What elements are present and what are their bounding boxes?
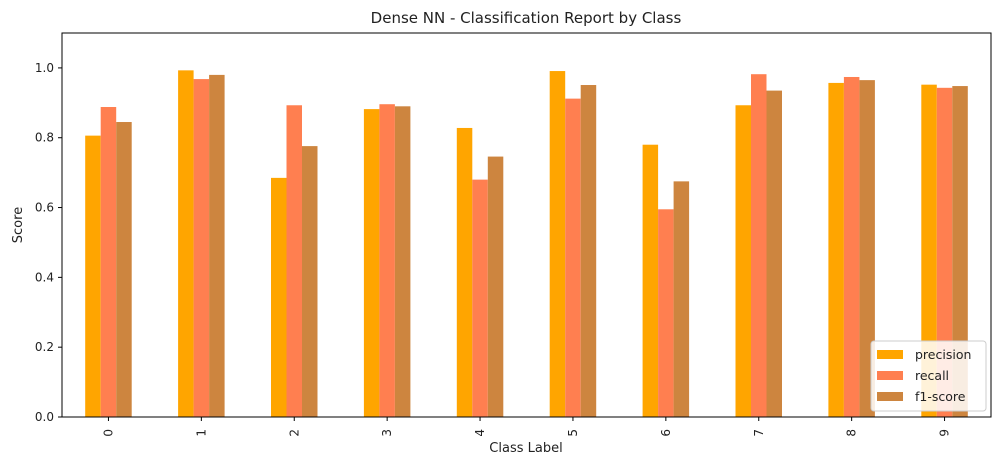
- x-tick-label: 5: [566, 429, 580, 437]
- legend-label-precision: precision: [915, 347, 971, 362]
- legend-swatch-recall: [877, 371, 903, 380]
- bar-precision-class-7: [735, 105, 751, 418]
- y-axis: 0.0 0.2 0.4 0.6 0.8 1.0: [35, 61, 62, 424]
- bar-recall-class-9: [936, 87, 953, 417]
- bar-f1-score-class-3: [394, 106, 411, 418]
- bar-f1-score-class-5: [580, 85, 597, 418]
- chart-title: Dense NN - Classification Report by Clas…: [371, 9, 682, 27]
- y-tick-label: 0.6: [35, 201, 54, 215]
- x-tick-label: 6: [659, 429, 673, 437]
- plot-frame: [61, 32, 992, 418]
- legend-label-f1-score: f1-score: [915, 389, 966, 404]
- bar-recall-class-5: [565, 98, 581, 417]
- bar-recall-class-1: [193, 79, 210, 417]
- x-tick-label: 4: [473, 429, 487, 437]
- bar-precision-class-1: [178, 70, 194, 418]
- y-tick-label: 0.0: [35, 410, 54, 424]
- x-tick-label: 8: [845, 429, 859, 437]
- bar-precision-class-3: [363, 109, 380, 418]
- bar-recall-class-6: [658, 209, 674, 417]
- bar-f1-score-class-1: [209, 74, 225, 418]
- bar-recall-class-4: [472, 179, 488, 417]
- x-tick-label: 7: [752, 429, 766, 437]
- bar-recall-class-7: [751, 74, 767, 418]
- bar-precision-class-9: [921, 84, 937, 417]
- bar-f1-score-class-7: [766, 90, 782, 417]
- y-tick-label: 1.0: [35, 61, 54, 75]
- legend-label-recall: recall: [915, 368, 949, 383]
- bar-f1-score-class-2: [302, 146, 318, 417]
- x-axis: 0 1 2 3 4 5 6 7 8 9: [101, 417, 952, 437]
- x-tick-label: 2: [287, 429, 301, 437]
- bar-recall-class-8: [843, 76, 860, 418]
- bar-precision-class-4: [456, 127, 473, 417]
- x-tick-label: 9: [938, 429, 952, 437]
- bar-recall-class-0: [100, 107, 117, 418]
- legend-swatch-precision: [877, 350, 903, 359]
- bars-group: [85, 70, 968, 418]
- bar-f1-score-class-6: [673, 181, 690, 417]
- legend-swatch-f1-score: [877, 392, 903, 401]
- x-axis-title: Class Label: [489, 441, 562, 456]
- bar-precision-class-0: [85, 135, 101, 417]
- bar-precision-class-5: [549, 71, 566, 418]
- y-tick-label: 0.8: [35, 131, 54, 145]
- x-tick-label: 1: [194, 429, 208, 437]
- x-tick-label: 3: [380, 429, 394, 437]
- bar-recall-class-3: [379, 104, 395, 418]
- bar-f1-score-class-8: [859, 80, 875, 418]
- bar-precision-class-6: [642, 144, 659, 417]
- y-tick-label: 0.2: [35, 340, 54, 354]
- legend: precision recall f1-score: [870, 340, 987, 412]
- y-tick-label: 0.4: [35, 270, 54, 284]
- bar-f1-score-class-9: [952, 86, 968, 417]
- bar-recall-class-2: [286, 105, 302, 418]
- bar-f1-score-class-4: [487, 156, 504, 417]
- y-axis-title: Score: [11, 207, 26, 243]
- bar-f1-score-class-0: [116, 122, 132, 417]
- bar-precision-class-2: [271, 177, 287, 417]
- bar-precision-class-8: [828, 82, 844, 418]
- x-tick-label: 0: [101, 429, 115, 437]
